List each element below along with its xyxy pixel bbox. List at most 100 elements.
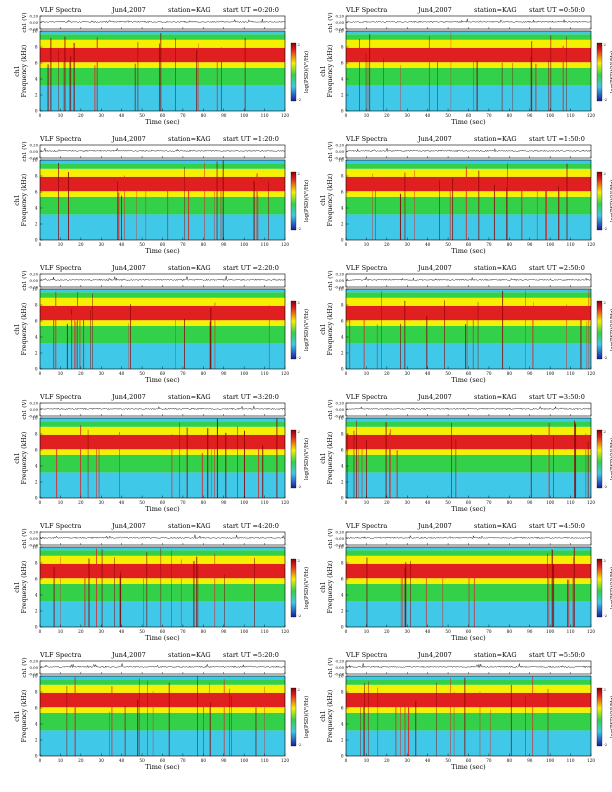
time-tick-label: 50 bbox=[139, 113, 145, 118]
spectrum-band bbox=[40, 168, 285, 177]
spectrogram-ylabel-channel: ch1 bbox=[14, 194, 21, 205]
time-tick-label: 100 bbox=[240, 113, 248, 118]
spectrum-band bbox=[40, 320, 285, 326]
spectrum-band bbox=[40, 163, 285, 169]
panel-svg: VLF Spectra Jun4,2007 station=KAG start UT … bbox=[14, 6, 310, 126]
spectrum-band bbox=[40, 305, 285, 321]
time-tick-label: 60 bbox=[466, 113, 472, 118]
colorbar-tick-label: 2 bbox=[604, 172, 606, 176]
spectrogram-ylabel: Frequency (kHz) bbox=[327, 45, 334, 98]
colorbar-scale bbox=[596, 171, 603, 231]
freq-tick-label: 6 bbox=[341, 190, 344, 195]
freq-tick-label: 8 bbox=[35, 174, 38, 179]
freq-tick-label: 0 bbox=[35, 109, 38, 114]
time-tick-label: 50 bbox=[445, 242, 451, 247]
time-tick-label: 30 bbox=[405, 113, 411, 118]
title-date: Jun4,2007 bbox=[417, 135, 452, 143]
spectrum-band bbox=[40, 39, 285, 48]
spectrum-band bbox=[40, 297, 285, 306]
waveform-ytick-label: 0.00 bbox=[336, 20, 345, 25]
spectrum-band bbox=[346, 214, 591, 240]
freq-tick-label: 10 bbox=[32, 29, 38, 34]
title-prefix: VLF Spectra bbox=[39, 135, 81, 143]
time-tick-label: 10 bbox=[58, 242, 64, 247]
time-tick-label: 100 bbox=[240, 242, 248, 247]
title-start-ut: start UT =2:20:0 bbox=[223, 264, 279, 272]
spectrum-band bbox=[346, 163, 591, 169]
time-tick-label: 0 bbox=[39, 242, 42, 247]
spectrum-band bbox=[346, 47, 591, 63]
time-tick-label: 40 bbox=[119, 113, 125, 118]
spectrum-band bbox=[40, 160, 285, 164]
waveform-trace bbox=[345, 18, 592, 24]
spectrum-panel: VLF Spectra Jun4,2007 station=KAG start UT … bbox=[306, 4, 612, 135]
waveform-trace bbox=[39, 18, 286, 24]
freq-tick-label: 10 bbox=[32, 158, 38, 163]
colorbar: 2 -2 log(PSD)(V²/Hz) bbox=[596, 42, 612, 102]
freq-tick-label: 8 bbox=[341, 45, 344, 50]
colorbar: 2 -2 log(PSD)(V²/Hz) bbox=[596, 171, 612, 231]
waveform-ytick-label: -0.20 bbox=[28, 285, 38, 290]
waveform-ytick-label: 0.00 bbox=[30, 149, 39, 154]
colorbar-tick-label: -2 bbox=[604, 227, 608, 231]
spectrum-panel: VLF Spectra Jun4,2007 station=KAG start UT … bbox=[306, 133, 612, 264]
spectrogram-ylabel: Frequency (kHz) bbox=[327, 174, 334, 227]
spectrum-band bbox=[40, 289, 285, 293]
time-tick-label: 90 bbox=[527, 242, 533, 247]
time-tick-label: 90 bbox=[221, 113, 227, 118]
panel-svg: VLF Spectra Jun4,2007 station=KAG start UT … bbox=[320, 135, 612, 255]
waveform-ylabel: ch1 (V) bbox=[327, 12, 334, 32]
time-tick-label: 20 bbox=[78, 113, 84, 118]
time-tick-label: 100 bbox=[546, 242, 554, 247]
colorbar-tick-label: 2 bbox=[298, 172, 300, 176]
spectrum-band bbox=[40, 191, 285, 197]
time-tick-label: 120 bbox=[587, 113, 595, 118]
waveform-ylabel: ch1 (V) bbox=[21, 12, 28, 32]
spectrum-band bbox=[40, 47, 285, 63]
spectrum-panel: VLF Spectra Jun4,2007 station=KAG start UT … bbox=[0, 262, 310, 393]
colorbar-tick-label: -2 bbox=[298, 227, 302, 231]
time-tick-label: 60 bbox=[160, 113, 166, 118]
time-axis-label: Time (sec) bbox=[145, 247, 180, 255]
spectrum-band bbox=[346, 196, 591, 215]
title-station: station=KAG bbox=[474, 135, 517, 143]
title-station: station=KAG bbox=[168, 6, 211, 14]
title-start-ut: start UT =1:20:0 bbox=[223, 135, 279, 143]
freq-tick-label: 2 bbox=[35, 222, 38, 227]
time-tick-label: 110 bbox=[567, 242, 575, 247]
time-axis-label: Time (sec) bbox=[145, 118, 180, 126]
spectrum-band bbox=[346, 168, 591, 177]
freq-tick-label: 0 bbox=[341, 109, 344, 114]
spectrum-band bbox=[40, 62, 285, 68]
waveform-ytick-label: 0.20 bbox=[30, 272, 39, 277]
time-tick-label: 60 bbox=[160, 242, 166, 247]
freq-tick-label: 6 bbox=[35, 61, 38, 66]
freq-tick-label: 2 bbox=[341, 93, 344, 98]
time-tick-label: 20 bbox=[78, 242, 84, 247]
panel-svg: VLF Spectra Jun4,2007 station=KAG start UT … bbox=[14, 264, 310, 384]
spectrum-panel: VLF Spectra Jun4,2007 station=KAG start UT … bbox=[0, 4, 310, 135]
waveform-ytick-label: 0.20 bbox=[336, 143, 345, 148]
freq-tick-label: 4 bbox=[341, 206, 344, 211]
waveform-ytick-label: 0.20 bbox=[30, 143, 39, 148]
time-tick-label: 50 bbox=[139, 242, 145, 247]
colorbar-scale bbox=[596, 42, 603, 102]
spectrum-band bbox=[346, 62, 591, 68]
freq-tick-label: 0 bbox=[341, 238, 344, 243]
panel-svg: VLF Spectra Jun4,2007 station=KAG start UT … bbox=[320, 6, 612, 126]
time-axis-label: Time (sec) bbox=[451, 118, 486, 126]
title-date: Jun4,2007 bbox=[111, 6, 146, 14]
spectrum-band bbox=[40, 67, 285, 86]
freq-tick-label: 4 bbox=[35, 77, 38, 82]
title-prefix: VLF Spectra bbox=[39, 264, 81, 272]
colorbar: 2 -2 log(PSD)(V²/Hz) bbox=[290, 171, 310, 231]
spectrum-band bbox=[346, 85, 591, 111]
waveform-ylabel: ch1 (V) bbox=[327, 141, 334, 161]
colorbar-tick-label: -2 bbox=[298, 98, 302, 102]
title-start-ut: start UT =1:50:0 bbox=[529, 135, 585, 143]
time-tick-label: 30 bbox=[99, 113, 105, 118]
